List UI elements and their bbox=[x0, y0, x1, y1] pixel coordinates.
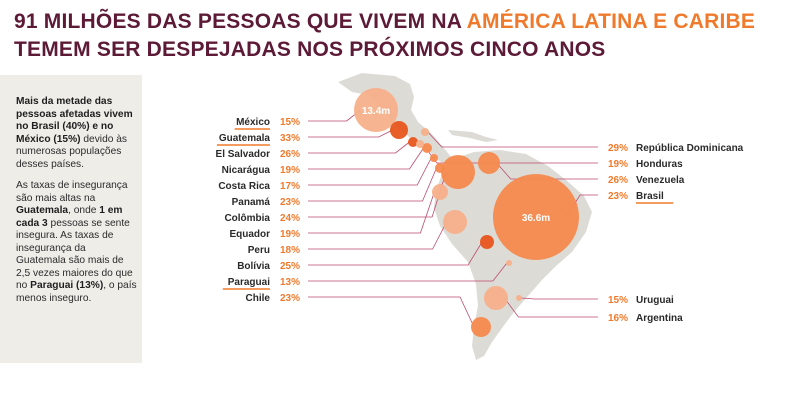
pct-chile: 23% bbox=[280, 293, 300, 304]
pct-venezuela: 26% bbox=[608, 175, 628, 186]
bubble-nicaragua bbox=[422, 143, 432, 153]
bubble-brasil bbox=[493, 174, 579, 260]
bubble-chile bbox=[471, 317, 491, 337]
label-peru: Peru bbox=[248, 245, 270, 256]
leader-equador bbox=[308, 191, 435, 234]
label-bolivia: Bolívia bbox=[237, 261, 270, 272]
bubble-equador bbox=[432, 184, 448, 200]
country-labels: México 15% Guatemala 33% El Salvador 26% Nicar… bbox=[216, 117, 744, 324]
label-colombia: Colômbia bbox=[224, 213, 270, 224]
bubble-peru bbox=[443, 210, 467, 234]
label-el-salvador: El Salvador bbox=[216, 149, 271, 160]
bubble-mexico bbox=[354, 88, 398, 132]
leader-venezuela bbox=[496, 162, 598, 180]
bubble-bolivia bbox=[480, 235, 494, 249]
leader-uruguai bbox=[521, 297, 598, 300]
bubble-size-mexico: 13.4m bbox=[362, 106, 390, 117]
label-mexico: México bbox=[236, 117, 270, 128]
bubble-costa-rica bbox=[430, 154, 438, 162]
leader-paraguai bbox=[308, 262, 508, 282]
pct-panama: 23% bbox=[280, 197, 300, 208]
leader-guatemala bbox=[308, 129, 393, 138]
sidebar-text: Mais da metade das pessoas afetadas vive… bbox=[16, 96, 138, 314]
bubble-uruguai bbox=[516, 295, 522, 301]
bubble-el-salvador bbox=[408, 137, 418, 147]
bubbles bbox=[354, 88, 579, 337]
pct-colombia: 24% bbox=[280, 213, 300, 224]
label-guatemala: Guatemala bbox=[219, 133, 271, 144]
leader-peru bbox=[308, 221, 447, 250]
pct-guatemala: 33% bbox=[280, 133, 300, 144]
label-uruguai: Uruguai bbox=[636, 295, 674, 306]
pct-bolivia: 25% bbox=[280, 261, 300, 272]
label-equador: Equador bbox=[229, 229, 270, 240]
label-republica-dominicana: República Dominicana bbox=[636, 143, 744, 154]
leader-mexico bbox=[308, 109, 361, 122]
bubble-guatemala bbox=[390, 121, 408, 139]
pct-nicaragua: 19% bbox=[280, 165, 300, 176]
leader-chile bbox=[308, 296, 475, 328]
bubble-labels: 13.4m 36.6m bbox=[362, 106, 550, 224]
leader-republica-dominicana bbox=[427, 131, 598, 148]
label-costa-rica: Costa Rica bbox=[218, 181, 270, 192]
leader-bolivia bbox=[308, 241, 483, 266]
pct-costa-rica: 17% bbox=[280, 181, 300, 192]
leader-lines bbox=[308, 109, 598, 328]
sidebar-paragraph-1: Mais da metade das pessoas afetadas vive… bbox=[16, 96, 133, 170]
pct-paraguai: 13% bbox=[280, 277, 300, 288]
bubble-republica-dominicana bbox=[421, 128, 429, 136]
pct-honduras: 19% bbox=[608, 159, 628, 170]
pct-mexico: 15% bbox=[280, 117, 300, 128]
pct-equador: 19% bbox=[280, 229, 300, 240]
bubble-panama bbox=[435, 163, 445, 173]
leader-nicaragua bbox=[308, 147, 424, 170]
leader-el-salvador bbox=[308, 141, 410, 154]
pct-brasil: 23% bbox=[608, 191, 628, 202]
pct-argentina: 16% bbox=[608, 313, 628, 324]
bubble-colombia bbox=[441, 155, 475, 189]
leader-argentina bbox=[504, 297, 598, 318]
label-panama: Panamá bbox=[232, 197, 271, 208]
label-brasil: Brasil bbox=[636, 191, 664, 202]
label-paraguai: Paraguai bbox=[228, 277, 270, 288]
title-highlight: AMÉRICA LATINA E CARIBE bbox=[466, 10, 756, 33]
bubble-honduras bbox=[416, 140, 424, 148]
label-honduras: Honduras bbox=[636, 159, 683, 170]
sidebar-paragraph-2: As taxas de insegurança são mais altas n… bbox=[16, 180, 137, 304]
pct-republica-dominicana: 29% bbox=[608, 143, 628, 154]
pct-el-salvador: 26% bbox=[280, 149, 300, 160]
pct-uruguai: 15% bbox=[608, 295, 628, 306]
bubble-venezuela bbox=[478, 152, 500, 174]
leader-costa-rica bbox=[308, 157, 432, 186]
sidebar-panel: Mais da metade das pessoas afetadas vive… bbox=[0, 75, 142, 363]
bubble-argentina bbox=[484, 286, 508, 310]
bubble-paraguai bbox=[506, 260, 512, 266]
label-nicaragua: Nicarágua bbox=[222, 165, 271, 176]
leader-panama bbox=[308, 167, 437, 202]
label-venezuela: Venezuela bbox=[636, 175, 685, 186]
map-caribbean bbox=[448, 130, 498, 142]
chart-title: 91 MILHÕES DAS PESSOAS QUE VIVEM NA AMÉR… bbox=[14, 10, 756, 61]
bubble-size-brasil: 36.6m bbox=[522, 213, 550, 224]
label-argentina: Argentina bbox=[636, 313, 683, 324]
pct-peru: 18% bbox=[280, 245, 300, 256]
label-chile: Chile bbox=[246, 293, 271, 304]
